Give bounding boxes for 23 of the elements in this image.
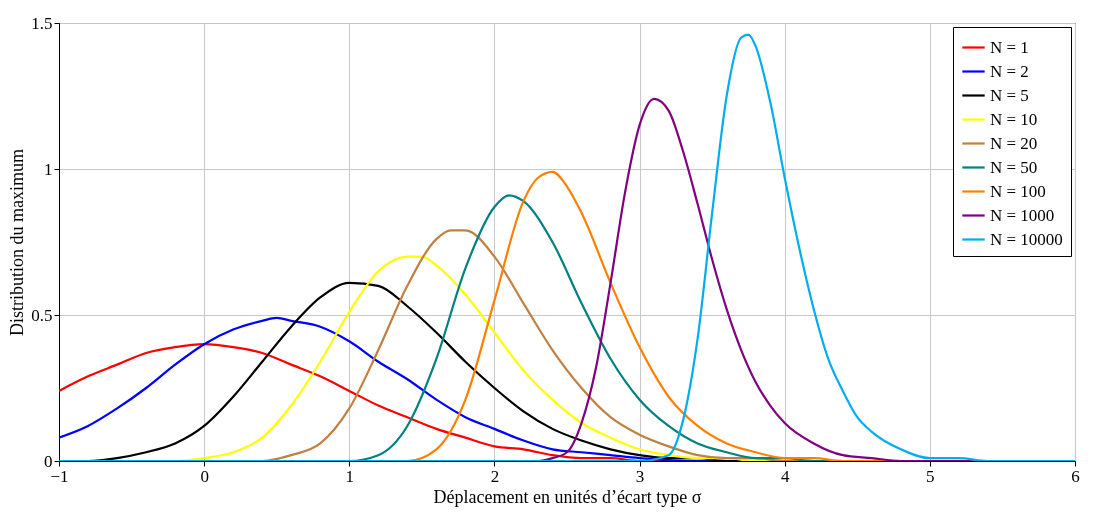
legend-label: N = 20: [990, 133, 1038, 153]
x-tick-label: 3: [635, 466, 645, 486]
x-tick-label: 6: [1071, 466, 1080, 486]
x-tick-label: 4: [780, 466, 790, 486]
legend-label: N = 10: [990, 109, 1038, 129]
y-tick-label: 0: [44, 451, 53, 471]
legend-label: N = 50: [990, 157, 1038, 177]
x-tick-label: 0: [200, 466, 209, 486]
legend-label: N = 1000: [990, 205, 1055, 225]
legend-label: N = 100: [990, 181, 1046, 201]
legend-label: N = 10000: [990, 229, 1063, 249]
y-tick-label: 1: [44, 159, 53, 179]
legend-label: N = 2: [990, 61, 1029, 81]
y-tick-label: 1.5: [31, 13, 53, 33]
legend-label: N = 1: [990, 37, 1029, 57]
legend-label: N = 5: [990, 85, 1029, 105]
x-axis-title: Déplacement en unités d’écart type σ: [433, 486, 702, 507]
y-tick-label: 0.5: [31, 305, 53, 325]
x-tick-label: 2: [490, 466, 500, 486]
x-tick-label: 5: [926, 466, 935, 486]
x-tick-label: 1: [345, 466, 355, 486]
y-axis-title: Distribution du maximum: [7, 149, 28, 336]
x-tick-label: −1: [50, 466, 69, 486]
